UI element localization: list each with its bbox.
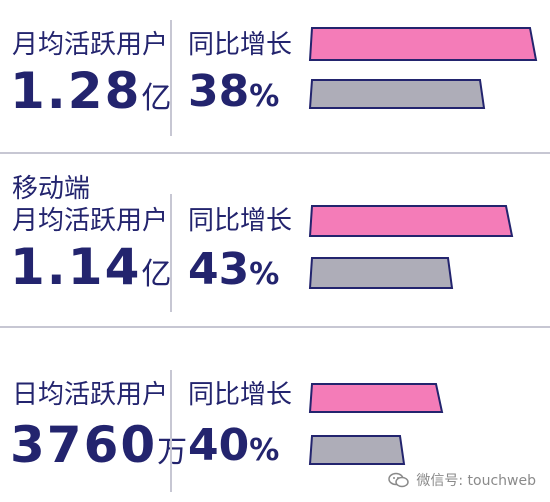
mau-bars [308,27,538,109]
mau-growth-label: 同比增长 [188,30,293,60]
dau-bars [308,383,444,465]
mobile-mau-growth-number: 43 [188,244,250,295]
mobile-mau-growth-label: 同比增长 [188,206,293,236]
mobile-mau-title-line1: 移动端 [12,174,91,204]
dau-bar-current [308,383,444,413]
mau-growth-unit: % [249,79,280,114]
dau-vertical-divider [170,370,172,492]
section-divider-1 [0,152,550,154]
dau-title: 日均活跃用户 [12,380,169,410]
mau-bar-current [308,27,538,61]
dau-number: 3760 [10,416,158,474]
dau-value: 3760万 [10,416,187,474]
mau-unit: 亿 [141,81,172,116]
dau-growth-value: 40% [188,420,279,471]
mobile-mau-vertical-divider [170,194,172,312]
dau-section: 日均活跃用户 3760万 同比增长 40% [0,328,550,502]
watermark: 微信号: touchweb [388,470,536,490]
watermark-text: 微信号: touchweb [416,473,536,489]
wechat-icon [388,472,410,488]
dau-bar-previous [308,435,406,465]
mobile-mau-bar-previous [308,257,454,289]
mau-growth-value: 38% [188,66,279,117]
mobile-mau-growth-value: 43% [188,244,279,295]
mobile-mau-unit: 亿 [141,257,172,292]
mau-title: 月均活跃用户 [12,30,169,60]
mau-bar-previous [308,79,486,109]
mau-value: 1.28亿 [10,62,171,120]
section-divider-2 [0,326,550,328]
mau-vertical-divider [170,20,172,136]
mobile-mau-bars [308,205,514,289]
mobile-mau-value: 1.14亿 [10,238,171,296]
mobile-mau-section: 移动端 月均活跃用户 1.14亿 同比增长 43% [0,154,550,324]
mobile-mau-bar-current [308,205,514,237]
mobile-mau-title-line2: 月均活跃用户 [12,206,169,236]
dau-growth-label: 同比增长 [188,380,293,410]
mau-growth-number: 38 [188,66,250,117]
dau-growth-number: 40 [188,420,250,471]
mobile-mau-growth-unit: % [249,257,280,292]
mau-section: 月均活跃用户 1.28亿 同比增长 38% [0,0,550,150]
mobile-mau-number: 1.14 [10,238,142,296]
dau-growth-unit: % [249,433,280,468]
mau-number: 1.28 [10,62,142,120]
dau-unit: 万 [157,435,188,470]
